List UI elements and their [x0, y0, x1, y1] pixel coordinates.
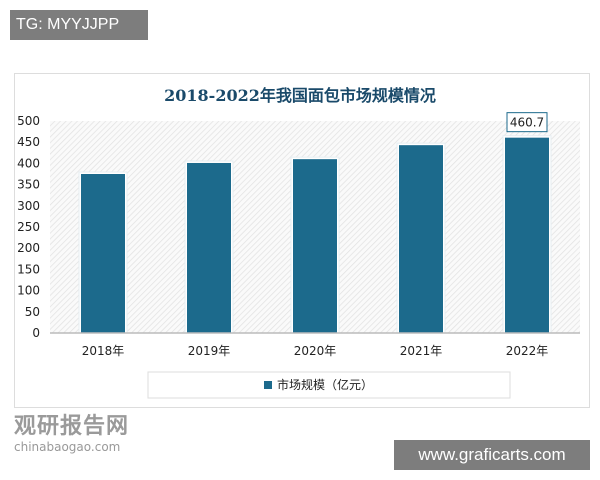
- y-tick-label: 300: [17, 199, 40, 213]
- bar: [187, 162, 231, 333]
- x-tick-label: 2020年: [294, 344, 337, 358]
- bar: [399, 145, 443, 333]
- data-label: 460.7: [510, 116, 544, 130]
- x-tick-label: 2019年: [188, 344, 231, 358]
- y-tick-label: 500: [17, 114, 40, 128]
- watermark-tag: TG: MYYJJPP: [10, 10, 148, 40]
- chart-title: 2018-2022年我国面包市场规模情况: [164, 86, 436, 105]
- y-tick-label: 250: [17, 220, 40, 234]
- y-tick-label: 450: [17, 135, 40, 149]
- logo-watermark: 观研报告网 chinabaogao.com: [14, 414, 129, 455]
- y-tick-label: 50: [25, 305, 40, 319]
- bar: [293, 159, 337, 333]
- site-watermark: www.graficarts.com: [394, 440, 590, 470]
- chart-frame: [14, 73, 590, 408]
- x-tick-label: 2018年: [82, 344, 125, 358]
- legend-swatch: [264, 381, 272, 389]
- logo-cn: 观研报告网: [14, 414, 130, 439]
- x-tick-label: 2021年: [400, 344, 443, 358]
- legend: [147, 371, 511, 399]
- bar: [81, 174, 125, 333]
- y-tick-label: 350: [17, 178, 40, 192]
- x-tick-label: 2022年: [506, 344, 549, 358]
- y-tick-label: 200: [17, 241, 40, 255]
- logo-en: chinabaogao.com: [14, 440, 121, 454]
- bar: [505, 137, 549, 333]
- y-tick-label: 0: [32, 326, 40, 340]
- y-tick-label: 100: [17, 284, 40, 298]
- y-tick-label: 400: [17, 156, 40, 170]
- y-tick-label: 150: [17, 262, 40, 276]
- legend-label: 市场规模（亿元）: [277, 377, 373, 392]
- data-label-box: [506, 112, 548, 133]
